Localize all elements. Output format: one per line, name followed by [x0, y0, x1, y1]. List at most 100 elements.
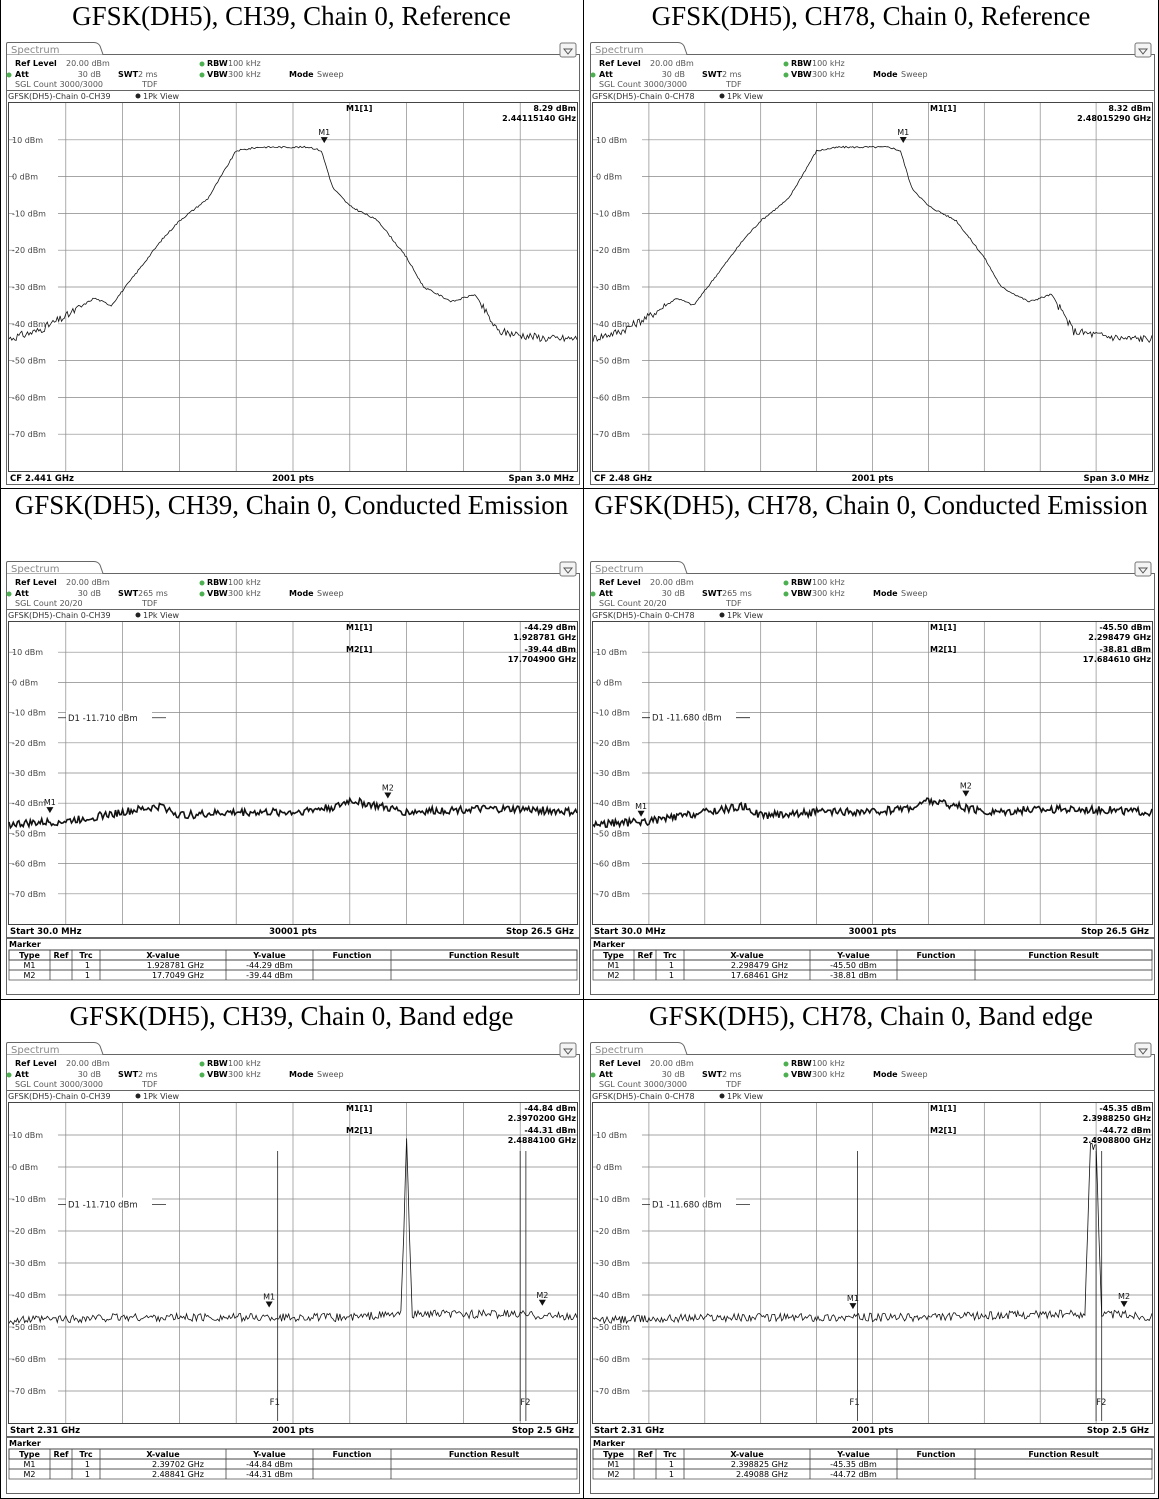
att-label: Att [599, 1070, 613, 1079]
x-axis-stop: Stop 2.5 GHz [512, 1426, 574, 1436]
att-status-icon [6, 72, 12, 78]
marker-triangle-icon [384, 792, 392, 799]
marker-table-title: Marker [593, 1439, 625, 1448]
rbw-status-icon [783, 61, 789, 67]
plot-area [592, 621, 1153, 925]
y-tick-label: -30 dBm [12, 283, 46, 292]
marker-label: M2 [536, 1291, 548, 1300]
vbw-label: VBW [791, 589, 812, 598]
marker-table-cell: 1 [85, 961, 90, 970]
marker-label: M1 [847, 1294, 859, 1303]
x-axis-points: 2001 pts [272, 1426, 314, 1436]
spectrum-tab-label: Spectrum [595, 1045, 643, 1056]
x-axis-stop: Stop 26.5 GHz [1081, 927, 1149, 937]
result-cell: GFSK(DH5), CH78, Chain 0, Band edge Spect… [584, 1000, 1159, 1499]
y-tick-label: 10 dBm [12, 648, 43, 657]
spectrum-tab [6, 561, 104, 574]
y-tick-label: -30 dBm [596, 769, 630, 778]
y-tick-label: -50 dBm [596, 357, 630, 366]
marker-table-cell: 1 [669, 971, 674, 980]
marker-label: M2 [960, 782, 972, 791]
marker-table-header: Trc [663, 951, 677, 960]
marker-table-header: X-value [146, 1450, 180, 1459]
marker-table-cell: -44.29 dBm [246, 961, 293, 970]
spectrum-tab [6, 1042, 104, 1055]
y-tick-label: -30 dBm [12, 769, 46, 778]
marker-readout-level: -45.35 dBm [1099, 1104, 1151, 1113]
marker-label: M1 [897, 128, 909, 137]
marker-triangle-icon [962, 790, 970, 797]
mode-label: Mode [873, 589, 898, 598]
marker-label: M1 [318, 128, 330, 137]
sweep-count: SGL Count 20/20 [15, 599, 83, 608]
ref-level-label: Ref Level [15, 1059, 57, 1068]
marker-table-title: Marker [9, 1439, 41, 1448]
y-tick-label: -40 dBm [12, 1291, 46, 1300]
marker-table-cell: 2.48841 GHz [152, 1470, 204, 1479]
trace-title: GFSK(DH5)-Chain 0-CH39 [8, 611, 111, 620]
marker-triangle-icon [265, 1301, 273, 1308]
marker-table-cell: -44.31 dBm [246, 1470, 293, 1479]
trace-dot-icon [719, 93, 725, 99]
spectrum-tab [590, 42, 688, 55]
ref-level-label: Ref Level [599, 59, 641, 68]
y-tick-label: -60 dBm [12, 860, 46, 869]
marker-table-header: Type [603, 951, 624, 960]
marker-table-row [8, 1468, 578, 1480]
marker-readout-freq: 2.298479 GHz [1088, 633, 1151, 642]
marker-table-header: Y-value [836, 951, 870, 960]
marker-table [6, 938, 580, 995]
y-tick-label: 0 dBm [12, 173, 38, 182]
marker-table-cell: 1 [669, 1470, 674, 1479]
y-tick-label: 0 dBm [12, 678, 38, 687]
collapse-icon [1134, 42, 1152, 58]
plot-caption: GFSK(DH5), CH78, Chain 0, Reference [651, 1, 1091, 31]
marker-table-cell: 1.928781 GHz [147, 961, 204, 970]
rbw-status-icon [783, 1061, 789, 1067]
y-tick-label: 10 dBm [12, 1131, 43, 1140]
marker-readout-level: -44.31 dBm [524, 1126, 576, 1135]
trace-title: GFSK(DH5)-Chain 0-CH39 [8, 1092, 111, 1101]
tdf-label: TDF [725, 1080, 742, 1089]
swt-label: SWT [702, 589, 723, 598]
mode-label: Mode [873, 1070, 898, 1079]
marker-readout-freq: 2.48015290 GHz [1077, 114, 1151, 123]
swt-value: 2 ms [722, 1070, 742, 1079]
marker-readout-level: 8.32 dBm [1108, 104, 1151, 113]
y-tick-label: 0 dBm [596, 678, 622, 687]
vbw-label: VBW [207, 70, 228, 79]
marker-table-row [592, 969, 1153, 981]
vbw-value: 300 kHz [228, 1070, 261, 1079]
spectrum-tab-label: Spectrum [11, 45, 59, 56]
y-tick-label: -50 dBm [12, 357, 46, 366]
trace-title: GFSK(DH5)-Chain 0-CH78 [592, 92, 695, 101]
plot-area [592, 102, 1153, 472]
mode-label: Mode [289, 70, 314, 79]
swt-value: 265 ms [722, 589, 752, 598]
mode-value: Sweep [901, 589, 928, 598]
rbw-value: 100 kHz [228, 578, 261, 587]
view-label: 1Pk View [143, 1092, 180, 1101]
y-tick-label: -20 dBm [12, 739, 46, 748]
att-status-icon [6, 591, 12, 597]
rbw-label: RBW [791, 59, 812, 68]
limit-line-label: D1 -11.680 dBm [652, 1200, 722, 1210]
marker-table-cell: 1 [669, 1460, 674, 1469]
marker-readout-name: M1[1] [930, 1104, 956, 1113]
plot-caption: GFSK(DH5), CH39, Chain 0, Band edge [69, 1001, 514, 1031]
y-tick-label: -70 dBm [596, 430, 630, 439]
rbw-status-icon [783, 580, 789, 586]
marker-table-cell: -39.44 dBm [246, 971, 293, 980]
rbw-value: 100 kHz [228, 59, 261, 68]
att-status-icon [590, 591, 596, 597]
marker-readout-level: -44.29 dBm [524, 623, 576, 632]
att-value: 30 dB [662, 589, 685, 598]
att-label: Att [15, 1070, 29, 1079]
spectrum-trace [8, 145, 578, 343]
ref-level-value: 20.00 dBm [650, 578, 694, 587]
x-axis-stop: Span 3.0 MHz [509, 474, 575, 484]
marker-readout-freq: 17.684610 GHz [1083, 655, 1152, 664]
marker-table-cell: 17.7049 GHz [152, 971, 204, 980]
att-status-icon [590, 72, 596, 78]
marker-table-header: Trc [79, 951, 93, 960]
